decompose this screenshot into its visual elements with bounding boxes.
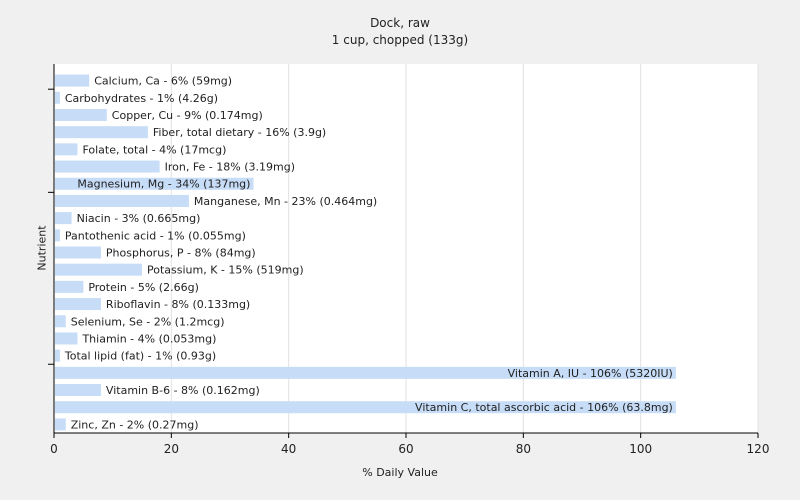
bar-label: Niacin - 3% (0.665mg) bbox=[77, 212, 201, 225]
x-tick-label: 60 bbox=[398, 442, 413, 456]
x-tick-label: 80 bbox=[516, 442, 531, 456]
bar-label: Manganese, Mn - 23% (0.464mg) bbox=[194, 195, 377, 208]
bar-label: Fiber, total dietary - 16% (3.9g) bbox=[153, 126, 326, 139]
bar bbox=[55, 401, 676, 414]
bar bbox=[55, 108, 107, 121]
bar bbox=[55, 384, 101, 397]
bar-label: Folate, total - 4% (17mcg) bbox=[82, 143, 226, 156]
bar-label: Copper, Cu - 9% (0.174mg) bbox=[112, 109, 263, 122]
bar-label: Selenium, Se - 2% (1.2mcg) bbox=[71, 315, 225, 328]
bar-label: Protein - 5% (2.66g) bbox=[88, 281, 199, 294]
bar bbox=[55, 74, 90, 87]
bar bbox=[55, 263, 142, 276]
x-tick-label: 120 bbox=[747, 442, 770, 456]
chart-title: Dock, raw bbox=[370, 16, 430, 30]
x-tick-label: 0 bbox=[50, 442, 58, 456]
bar-label: Potassium, K - 15% (519mg) bbox=[147, 264, 304, 277]
bar bbox=[55, 280, 84, 293]
bar-label: Riboflavin - 8% (0.133mg) bbox=[106, 298, 250, 311]
bar-label: Zinc, Zn - 2% (0.27mg) bbox=[71, 418, 199, 431]
bar bbox=[55, 246, 101, 259]
bar bbox=[55, 366, 676, 379]
x-tick-label: 20 bbox=[164, 442, 179, 456]
bar bbox=[55, 298, 101, 311]
bar-label: Calcium, Ca - 6% (59mg) bbox=[94, 75, 232, 88]
bar-label: Vitamin B-6 - 8% (0.162mg) bbox=[106, 384, 260, 397]
y-axis-label: Nutrient bbox=[35, 225, 49, 271]
bar bbox=[55, 177, 254, 190]
bar-label: Pantothenic acid - 1% (0.055mg) bbox=[65, 229, 246, 242]
bar bbox=[55, 160, 160, 173]
bar-label: Iron, Fe - 18% (3.19mg) bbox=[165, 161, 295, 174]
bar bbox=[55, 349, 60, 362]
bar-label: Vitamin A, IU - 106% (5320IU) bbox=[508, 367, 673, 380]
bar-label: Carbohydrates - 1% (4.26g) bbox=[65, 92, 218, 105]
bar-label: Thiamin - 4% (0.053mg) bbox=[81, 332, 216, 345]
chart-subtitle: 1 cup, chopped (133g) bbox=[331, 33, 469, 47]
bar bbox=[55, 332, 78, 345]
bar-label: Magnesium, Mg - 34% (137mg) bbox=[77, 178, 250, 191]
bar bbox=[55, 229, 60, 242]
bar bbox=[55, 212, 72, 225]
bar bbox=[55, 315, 66, 328]
bar-label: Vitamin C, total ascorbic acid - 106% (6… bbox=[415, 401, 673, 414]
bar bbox=[55, 418, 66, 431]
bars: Calcium, Ca - 6% (59mg) Carbohydrates - 1… bbox=[55, 74, 676, 431]
x-axis-label: % Daily Value bbox=[362, 466, 438, 479]
bar bbox=[55, 143, 78, 156]
bar-label: Phosphorus, P - 8% (84mg) bbox=[106, 247, 256, 260]
x-tick-label: 40 bbox=[281, 442, 296, 456]
bar bbox=[55, 91, 60, 104]
bar bbox=[55, 126, 148, 139]
bar-label: Total lipid (fat) - 1% (0.93g) bbox=[64, 350, 216, 363]
bar bbox=[55, 194, 189, 207]
axes: 0 20 40 60 80 100 120 bbox=[48, 64, 769, 456]
x-tick-label: 100 bbox=[629, 442, 652, 456]
